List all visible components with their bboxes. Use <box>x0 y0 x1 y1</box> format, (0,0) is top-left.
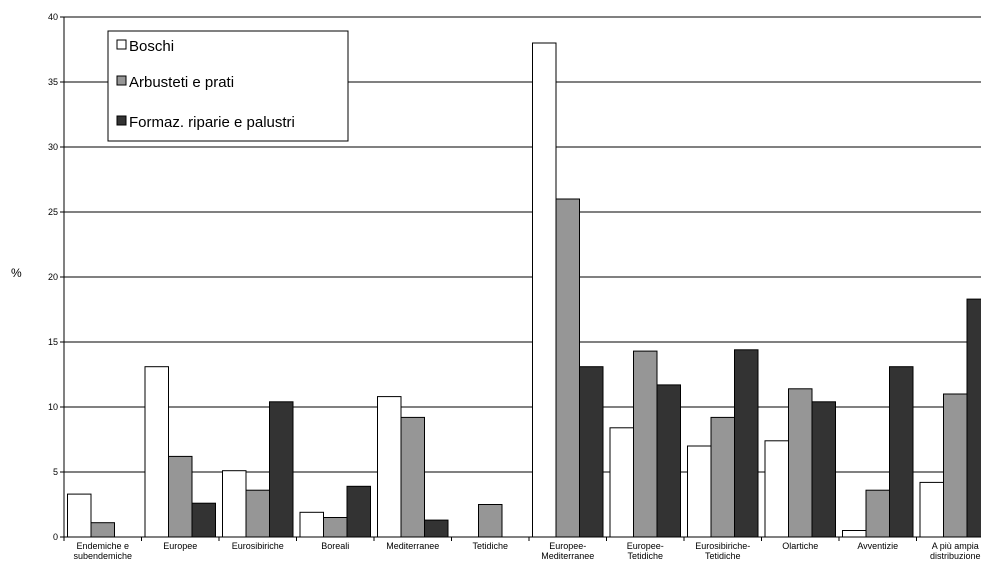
bar-boschi <box>764 440 789 538</box>
bar-formaz-riparie-e-palustri <box>579 366 604 538</box>
bar-arbusteti-e-prati <box>788 388 813 538</box>
x-tick-label: Mediterranee <box>541 551 594 561</box>
bar-boschi <box>222 470 247 538</box>
x-tick-label: Mediterranee <box>386 541 439 551</box>
bar-formaz-riparie-e-palustri <box>269 401 294 538</box>
bar-boschi <box>377 396 402 538</box>
legend-swatch-arbusteti <box>116 75 127 86</box>
bar-arbusteti-e-prati <box>245 489 270 538</box>
y-tick-label: 35 <box>48 77 58 87</box>
x-tick-label: Boreali <box>321 541 349 551</box>
legend-swatch-formaz <box>116 115 127 126</box>
x-tick-label: Endemiche e <box>76 541 129 551</box>
bar-boschi <box>609 427 634 538</box>
bar-formaz-riparie-e-palustri <box>346 485 371 538</box>
y-tick-label: 10 <box>48 402 58 412</box>
x-tick-label: Europee- <box>549 541 586 551</box>
bar-arbusteti-e-prati <box>633 350 658 538</box>
bar-boschi <box>532 42 557 538</box>
bar-formaz-riparie-e-palustri <box>966 298 981 538</box>
bar-boschi <box>299 511 324 538</box>
bar-arbusteti-e-prati <box>555 198 580 538</box>
bar-boschi <box>919 481 944 538</box>
x-tick-label: Tetidiche <box>705 551 741 561</box>
y-tick-label: 20 <box>48 272 58 282</box>
x-tick-label: A più ampia <box>932 541 979 551</box>
legend-label-formaz: Formaz. riparie e palustri <box>129 114 295 131</box>
bar-arbusteti-e-prati <box>943 393 968 538</box>
bar-arbusteti-e-prati <box>478 504 503 538</box>
legend-swatch-boschi <box>116 39 127 50</box>
bar-arbusteti-e-prati <box>865 489 890 538</box>
y-tick-label: 25 <box>48 207 58 217</box>
bar-formaz-riparie-e-palustri <box>424 519 449 538</box>
legend: Boschi Arbusteti e prati Formaz. riparie… <box>107 30 349 142</box>
x-tick-label: Europee <box>163 541 197 551</box>
bar-boschi <box>687 445 712 538</box>
bar-arbusteti-e-prati <box>400 416 425 538</box>
x-tick-label: distribuzione <box>930 551 981 561</box>
bar-boschi <box>67 493 92 538</box>
x-tick-label: Eurosibiriche- <box>695 541 750 551</box>
bar-formaz-riparie-e-palustri <box>811 401 836 538</box>
bar-arbusteti-e-prati <box>323 517 348 538</box>
bars <box>67 42 981 538</box>
legend-label-arbusteti: Arbusteti e prati <box>129 74 234 91</box>
y-tick-label: 30 <box>48 142 58 152</box>
x-tick-label: Eurosibiriche <box>232 541 284 551</box>
bar-arbusteti-e-prati <box>710 416 735 538</box>
x-tick-label: Tetidiche <box>627 551 663 561</box>
legend-label-boschi: Boschi <box>129 38 174 55</box>
bar-formaz-riparie-e-palustri <box>734 349 759 538</box>
x-tick-label: Olartiche <box>782 541 818 551</box>
x-tick-label: subendemiche <box>73 551 132 561</box>
y-tick-label: 0 <box>53 532 58 542</box>
bar-formaz-riparie-e-palustri <box>889 366 914 538</box>
bar-arbusteti-e-prati <box>90 522 115 538</box>
legend-box <box>107 30 349 142</box>
bar-formaz-riparie-e-palustri <box>191 502 216 538</box>
x-tick-label: Avventizie <box>857 541 898 551</box>
y-tick-label: 15 <box>48 337 58 347</box>
bar-formaz-riparie-e-palustri <box>656 384 681 538</box>
bar-boschi <box>842 530 867 538</box>
bar-arbusteti-e-prati <box>168 455 193 538</box>
y-tick-label: 40 <box>48 12 58 22</box>
x-tick-label: Tetidiche <box>472 541 508 551</box>
y-tick-label: 5 <box>53 467 58 477</box>
y-axis-label: % <box>11 266 22 280</box>
bar-boschi <box>144 366 169 538</box>
x-tick-label: Europee- <box>627 541 664 551</box>
